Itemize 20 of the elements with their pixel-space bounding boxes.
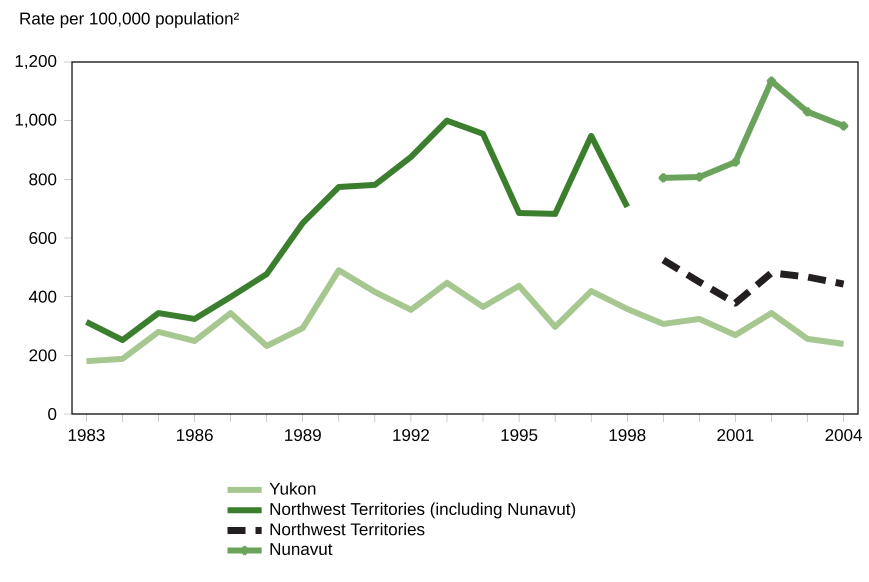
- y-tick-label: 400: [28, 290, 56, 303]
- y-tick-label: 200: [29, 349, 56, 362]
- x-tick-label: 1983: [68, 429, 105, 442]
- y-tick-label: 1,200: [16, 54, 56, 70]
- legend-label: Northwest Territories: [270, 522, 424, 536]
- x-tick-label: 1995: [501, 429, 538, 442]
- y-tick-label: 1,000: [16, 114, 56, 128]
- y-axis-title: Rate per 100,000 population²: [20, 12, 239, 28]
- x-tick-label: 2001: [717, 429, 754, 442]
- legend-label: Northwest Territories (including Nunavut): [270, 502, 576, 518]
- x-tick-label: 1992: [393, 429, 429, 442]
- x-tick-label: 1989: [285, 429, 321, 442]
- y-tick-label: 600: [29, 232, 56, 244]
- y-tick-label: 800: [29, 173, 56, 186]
- x-tick-label: 1998: [610, 429, 646, 442]
- legend-label: Yukon: [270, 482, 316, 495]
- y-tick-label: 0: [48, 408, 56, 420]
- x-tick-label: 1986: [176, 429, 213, 442]
- x-tick-label: 2004: [826, 429, 862, 442]
- legend-label: Nunavut: [270, 543, 332, 556]
